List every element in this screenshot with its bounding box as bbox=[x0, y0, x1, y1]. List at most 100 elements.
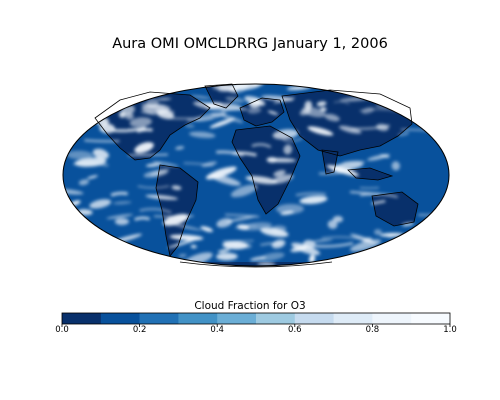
cloud-patch bbox=[167, 238, 200, 249]
colorbar-tick-label: 1.0 bbox=[443, 325, 457, 335]
cloud-streak bbox=[211, 112, 227, 117]
cloud-patch bbox=[273, 170, 286, 177]
cloud-streak bbox=[167, 117, 201, 120]
cloud-streak bbox=[295, 192, 326, 197]
colorbar-tick-label: 0.8 bbox=[365, 325, 380, 335]
colorbar-tick-label: 0.2 bbox=[132, 325, 147, 335]
cloud-patch bbox=[129, 117, 152, 128]
colorbar-tick-label: 0.0 bbox=[55, 325, 69, 335]
cloud-patch bbox=[379, 232, 405, 237]
cloud-streak bbox=[153, 215, 194, 218]
cloud-patch bbox=[175, 146, 185, 150]
cloud-streak bbox=[333, 100, 350, 105]
colorbar-bin bbox=[139, 313, 179, 324]
coastline-europe bbox=[239, 97, 285, 127]
cloud-patch bbox=[156, 110, 175, 119]
cloud-patch bbox=[316, 101, 327, 107]
cloud-patch bbox=[391, 161, 401, 171]
cloud-patch bbox=[401, 222, 415, 227]
cloud-patch bbox=[106, 214, 134, 219]
colorbar-bin bbox=[62, 313, 102, 324]
colorbar-bin bbox=[100, 313, 140, 324]
cloud-patch bbox=[219, 113, 244, 123]
colorbar-bin bbox=[411, 313, 451, 324]
cloud-streak bbox=[282, 137, 303, 143]
cloud-patch bbox=[245, 175, 278, 185]
cloud-streak bbox=[418, 213, 447, 218]
cloud-streak bbox=[371, 200, 386, 205]
cloud-patch bbox=[243, 243, 252, 249]
colorbar-bin bbox=[294, 313, 334, 324]
cloud-patch bbox=[247, 107, 262, 114]
cloud-patch bbox=[78, 179, 90, 186]
cloud-patch bbox=[307, 126, 334, 136]
cloud-patch bbox=[189, 131, 216, 139]
globe bbox=[63, 84, 449, 266]
cloud-streak bbox=[260, 242, 282, 246]
cloud-patch bbox=[190, 244, 197, 249]
coastline-indonesia bbox=[347, 167, 394, 181]
cloud-patch bbox=[304, 100, 313, 110]
cloud-patch bbox=[374, 229, 382, 236]
coastline-greenland bbox=[204, 83, 239, 109]
cloud-patch bbox=[170, 223, 202, 231]
cloud-patch bbox=[350, 233, 377, 244]
cloud-patch bbox=[257, 262, 276, 266]
cloud-patch bbox=[309, 254, 316, 264]
cloud-streak bbox=[216, 150, 244, 157]
cloud-patch bbox=[152, 161, 179, 167]
coastline-north-america bbox=[94, 91, 211, 161]
cloud-patch bbox=[267, 110, 279, 115]
cloud-patch bbox=[92, 148, 109, 160]
cloud-patch bbox=[291, 242, 321, 256]
cloud-streak bbox=[137, 185, 170, 189]
cloud-patch bbox=[273, 97, 296, 104]
cloud-patch bbox=[217, 248, 230, 253]
cloud-patch bbox=[112, 201, 132, 205]
colorbar-label: Cloud Fraction for O3 bbox=[194, 300, 306, 312]
cloud-patch bbox=[190, 95, 211, 99]
cloud-patch bbox=[184, 124, 195, 128]
cloud-patch bbox=[327, 220, 338, 229]
cloud-patch bbox=[200, 226, 213, 233]
cloud-patch bbox=[193, 101, 224, 111]
cloud-patch bbox=[89, 199, 112, 209]
cloud-patch bbox=[230, 184, 258, 198]
coastline-australia bbox=[371, 191, 419, 227]
cloud-patch bbox=[141, 110, 156, 115]
cloud-patch bbox=[99, 123, 116, 134]
cloud-patch bbox=[145, 163, 161, 167]
coastline-antarctica bbox=[179, 261, 333, 268]
cloud-patch bbox=[216, 218, 233, 228]
cloud-patch bbox=[272, 174, 294, 184]
coastline-asia bbox=[281, 89, 413, 157]
cloud-patch bbox=[283, 144, 293, 155]
cloud-patch bbox=[216, 252, 238, 261]
cloud-streak bbox=[221, 108, 248, 112]
cloud-patch bbox=[338, 125, 362, 134]
cloud-streak bbox=[225, 213, 260, 218]
cloud-patch bbox=[225, 96, 245, 103]
cloud-patch bbox=[66, 150, 93, 160]
cloud-patch bbox=[303, 240, 316, 249]
cloud-streak bbox=[318, 170, 345, 176]
cloud-streak bbox=[187, 117, 214, 122]
cloud-patch bbox=[259, 252, 285, 262]
globe-outline bbox=[62, 83, 450, 267]
colorbar-bin bbox=[178, 313, 218, 324]
cloud-streak bbox=[134, 216, 151, 221]
coastline-india bbox=[321, 149, 339, 175]
cloud-streak bbox=[351, 124, 390, 130]
cloud-patch bbox=[169, 234, 204, 241]
cloud-patch bbox=[63, 188, 84, 195]
cloud-patch bbox=[171, 185, 182, 190]
cloud-patch bbox=[114, 218, 130, 226]
cloud-patch bbox=[324, 113, 340, 122]
coastline-africa bbox=[231, 125, 301, 215]
colorbar-bin bbox=[372, 313, 412, 324]
colorbar-tick-label: 0.4 bbox=[210, 325, 224, 335]
colorbar-bin bbox=[256, 313, 296, 324]
colorbar-frame bbox=[61, 312, 451, 325]
coastlines bbox=[94, 83, 419, 268]
